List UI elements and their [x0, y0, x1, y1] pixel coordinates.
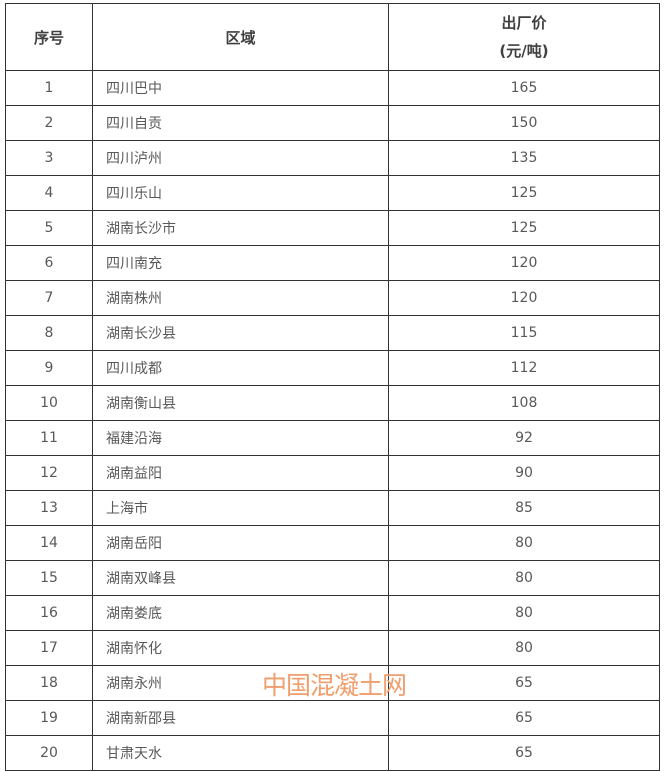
table-row: 14 湖南岳阳 80: [5, 525, 660, 561]
table-row: 2 四川自贡 150: [5, 105, 660, 141]
table-row: 19 湖南新邵县 65: [5, 700, 660, 736]
row-price-cell: 65: [388, 735, 660, 771]
row-price-cell: 80: [388, 560, 660, 596]
row-region-cell: 四川乐山: [92, 175, 389, 211]
row-price-cell: 120: [388, 280, 660, 316]
row-index-cell: 5: [5, 210, 93, 246]
row-region-cell: 湖南永州: [92, 665, 389, 701]
header-price-line1: 出厂价: [501, 13, 547, 32]
table-row: 5 湖南长沙市 125: [5, 210, 660, 246]
header-index: 序号: [5, 3, 93, 71]
row-region-cell: 湖南怀化: [92, 630, 389, 666]
price-table: 序号 区域 出厂价 (元/吨) 1 四川巴中 165 2 四川自贡 150 3 四川泸州 135…: [5, 3, 660, 771]
table-row: 7 湖南株州 120: [5, 280, 660, 316]
row-region-cell: 四川泸州: [92, 140, 389, 176]
row-region-cell: 湖南衡山县: [92, 385, 389, 421]
table-row: 18 湖南永州 65: [5, 665, 660, 701]
row-region-cell: 湖南娄底: [92, 595, 389, 631]
row-index-cell: 10: [5, 385, 93, 421]
row-price-cell: 65: [388, 665, 660, 701]
table-row: 17 湖南怀化 80: [5, 630, 660, 666]
row-region-cell: 上海市: [92, 490, 389, 526]
row-index-cell: 2: [5, 105, 93, 141]
row-index-cell: 16: [5, 595, 93, 631]
row-region-cell: 四川巴中: [92, 70, 389, 106]
table-row: 12 湖南益阳 90: [5, 455, 660, 491]
row-price-cell: 65: [388, 700, 660, 736]
row-index-cell: 20: [5, 735, 93, 771]
row-region-cell: 湖南双峰县: [92, 560, 389, 596]
header-price: 出厂价 (元/吨): [388, 3, 660, 71]
row-region-cell: 四川自贡: [92, 105, 389, 141]
row-price-cell: 80: [388, 595, 660, 631]
row-price-cell: 125: [388, 175, 660, 211]
row-region-cell: 湖南岳阳: [92, 525, 389, 561]
row-region-cell: 福建沿海: [92, 420, 389, 456]
row-price-cell: 150: [388, 105, 660, 141]
table-row: 8 湖南长沙县 115: [5, 315, 660, 351]
row-region-cell: 甘肃天水: [92, 735, 389, 771]
row-index-cell: 15: [5, 560, 93, 596]
table-row: 16 湖南娄底 80: [5, 595, 660, 631]
header-price-line2: (元/吨): [499, 41, 549, 60]
table-row: 11 福建沿海 92: [5, 420, 660, 456]
table-row: 9 四川成都 112: [5, 350, 660, 386]
row-price-cell: 112: [388, 350, 660, 386]
table-row: 4 四川乐山 125: [5, 175, 660, 211]
row-price-cell: 115: [388, 315, 660, 351]
header-region: 区域: [92, 3, 389, 71]
row-price-cell: 120: [388, 245, 660, 281]
row-index-cell: 12: [5, 455, 93, 491]
row-index-cell: 8: [5, 315, 93, 351]
row-price-cell: 125: [388, 210, 660, 246]
row-region-cell: 湖南长沙市: [92, 210, 389, 246]
row-index-cell: 17: [5, 630, 93, 666]
row-index-cell: 19: [5, 700, 93, 736]
row-index-cell: 18: [5, 665, 93, 701]
row-index-cell: 4: [5, 175, 93, 211]
row-index-cell: 11: [5, 420, 93, 456]
table-row: 1 四川巴中 165: [5, 70, 660, 106]
table-row: 3 四川泸州 135: [5, 140, 660, 176]
row-price-cell: 80: [388, 525, 660, 561]
row-index-cell: 14: [5, 525, 93, 561]
row-region-cell: 湖南益阳: [92, 455, 389, 491]
row-index-cell: 7: [5, 280, 93, 316]
row-price-cell: 165: [388, 70, 660, 106]
row-region-cell: 湖南长沙县: [92, 315, 389, 351]
table-row: 13 上海市 85: [5, 490, 660, 526]
row-price-cell: 135: [388, 140, 660, 176]
table-row: 10 湖南衡山县 108: [5, 385, 660, 421]
row-region-cell: 四川南充: [92, 245, 389, 281]
table-row: 15 湖南双峰县 80: [5, 560, 660, 596]
header-row: 序号 区域 出厂价 (元/吨): [5, 3, 660, 71]
row-price-cell: 80: [388, 630, 660, 666]
row-index-cell: 6: [5, 245, 93, 281]
row-price-cell: 92: [388, 420, 660, 456]
row-price-cell: 90: [388, 455, 660, 491]
table-body: 1 四川巴中 165 2 四川自贡 150 3 四川泸州 135 4 四川乐山 125 5 湖南长沙市 12…: [5, 70, 660, 771]
row-index-cell: 13: [5, 490, 93, 526]
table-row: 6 四川南充 120: [5, 245, 660, 281]
row-price-cell: 108: [388, 385, 660, 421]
row-index-cell: 9: [5, 350, 93, 386]
row-region-cell: 四川成都: [92, 350, 389, 386]
row-region-cell: 湖南新邵县: [92, 700, 389, 736]
row-index-cell: 3: [5, 140, 93, 176]
row-price-cell: 85: [388, 490, 660, 526]
row-index-cell: 1: [5, 70, 93, 106]
table-row: 20 甘肃天水 65: [5, 735, 660, 771]
row-region-cell: 湖南株州: [92, 280, 389, 316]
